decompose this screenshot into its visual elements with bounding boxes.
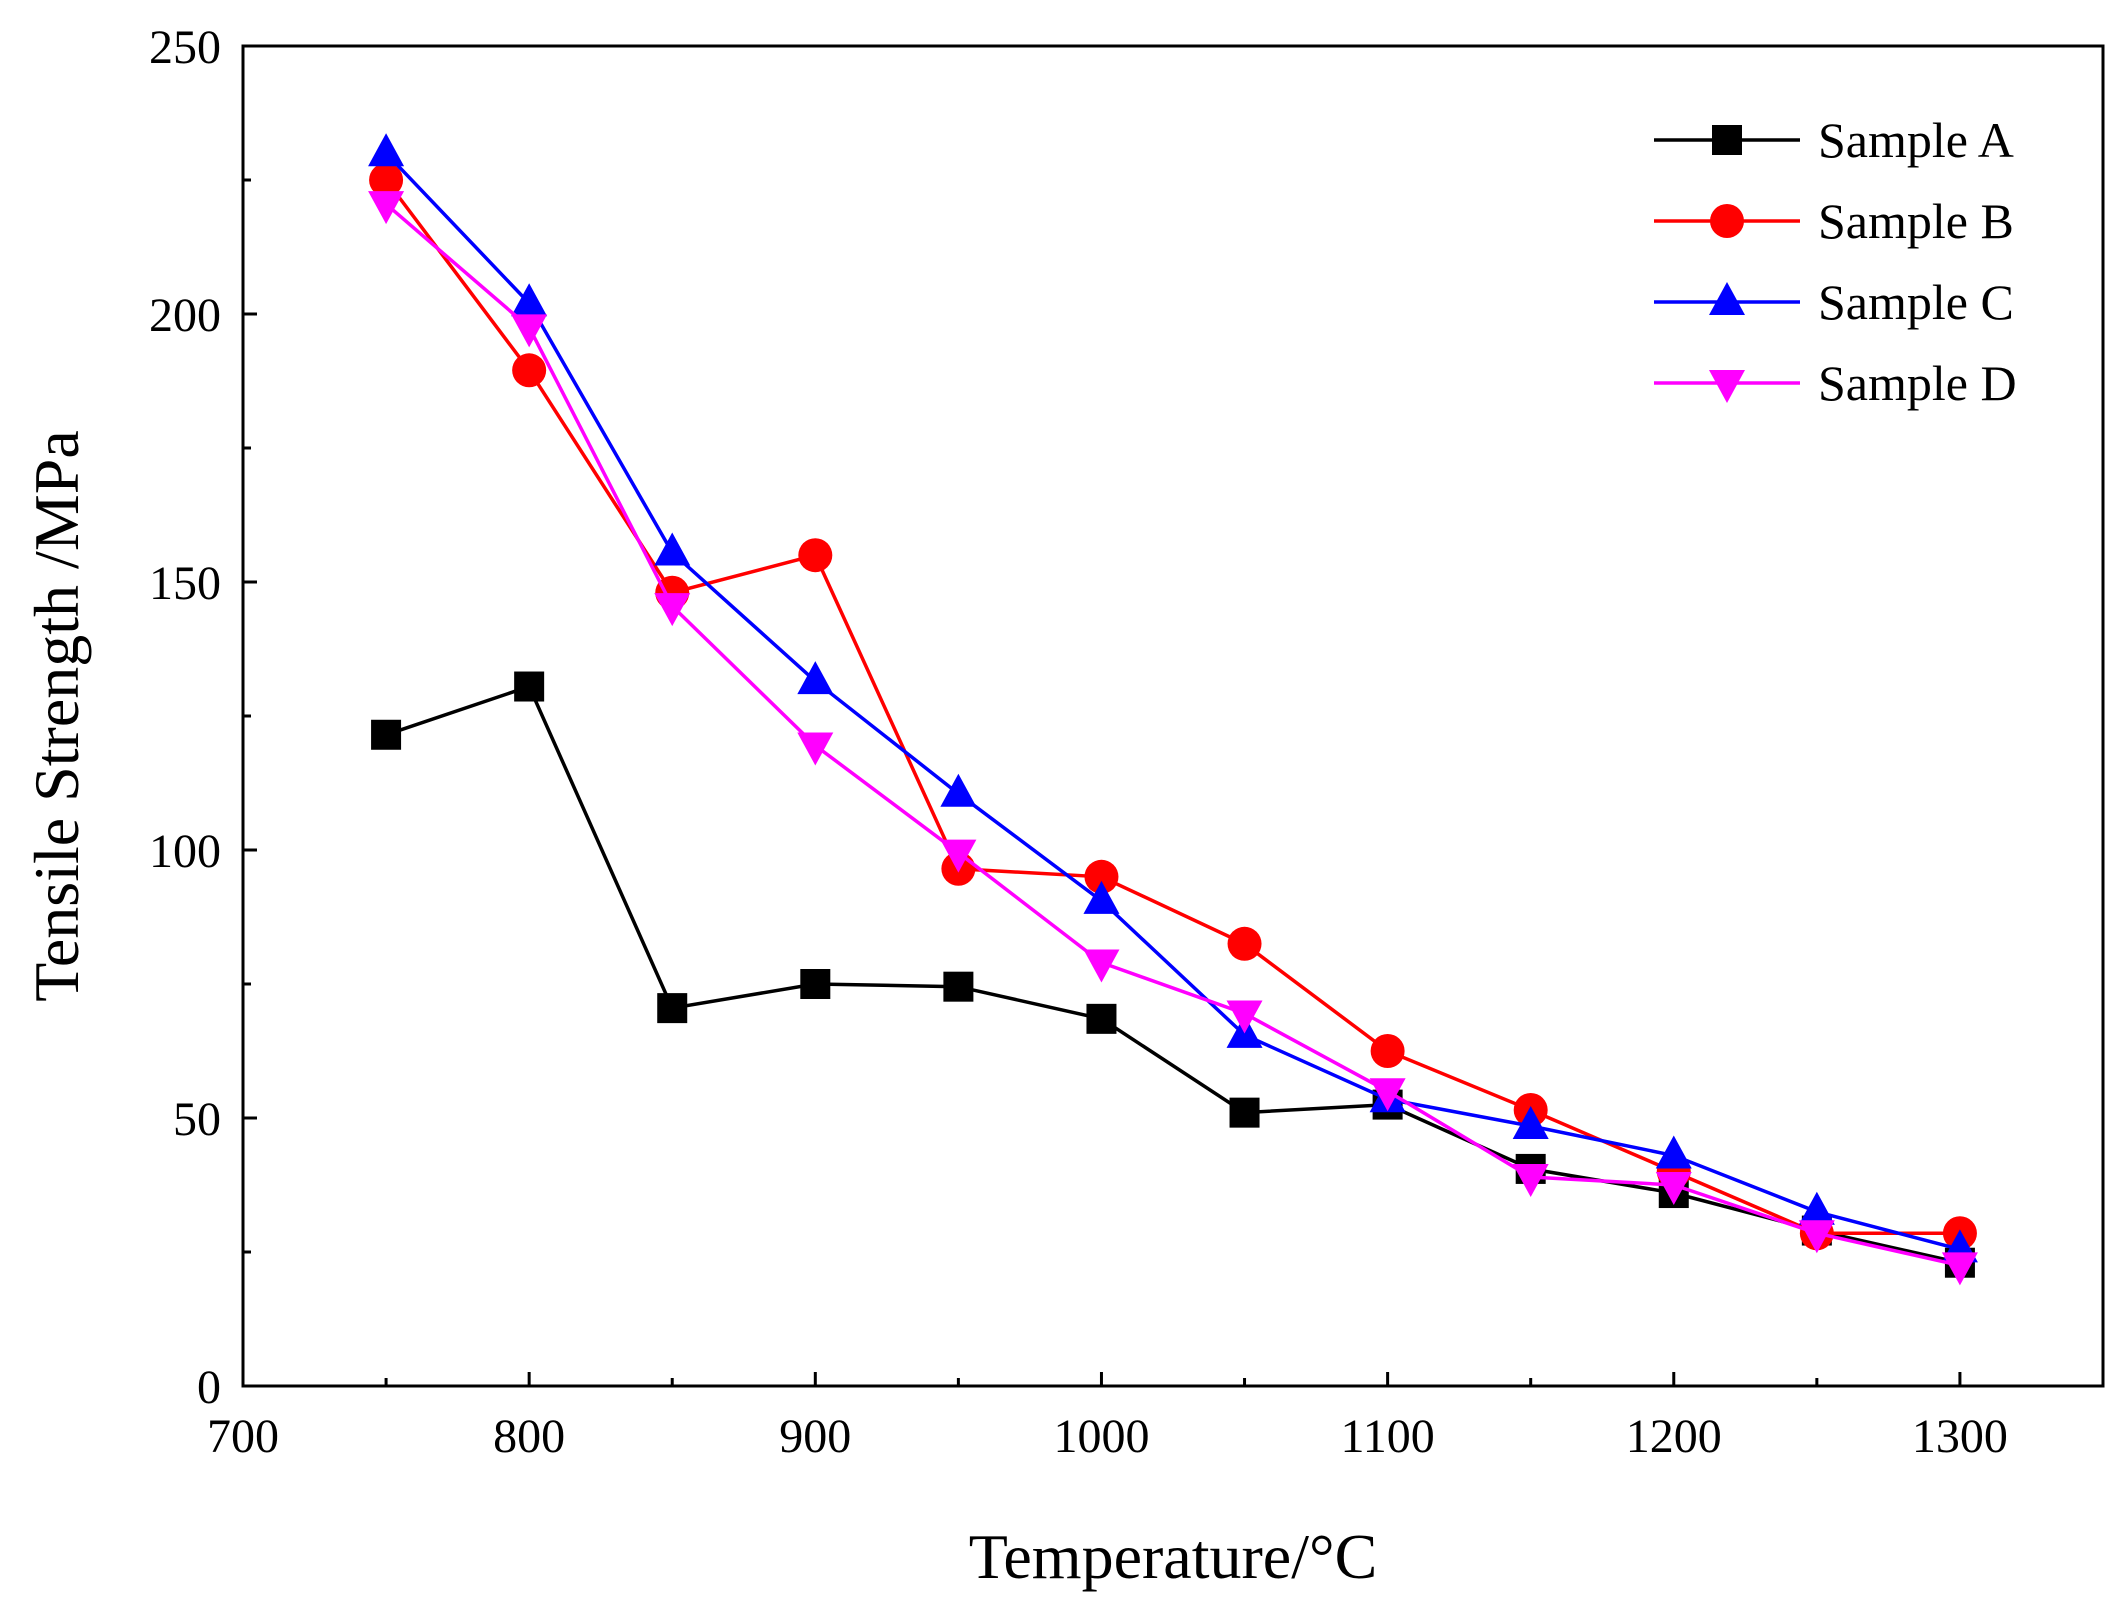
sample-d-point (797, 732, 834, 766)
sample-b-point (369, 163, 404, 197)
legend-item-sample-b: Sample B (1654, 193, 2014, 249)
sample-c-point (511, 283, 548, 317)
x-tick-label: 1300 (1912, 1410, 2008, 1463)
sample-d-point (368, 191, 405, 225)
sample-d-point (1083, 949, 1120, 983)
sample-a-point (943, 971, 974, 1002)
sample-d-point (1798, 1220, 1835, 1254)
x-tick-label: 1100 (1341, 1410, 1435, 1463)
legend-marker (1710, 204, 1744, 238)
sample-c-series (368, 133, 1978, 1263)
sample-c-line (384, 151, 1961, 1251)
sample-d-point (1512, 1163, 1549, 1197)
y-tick-label: 150 (149, 557, 221, 610)
sample-d-series (368, 191, 1978, 1286)
sample-a-point (514, 671, 545, 702)
legend-marker (1709, 370, 1745, 403)
sample-d-point (1655, 1172, 1692, 1205)
x-tick-label: 1200 (1626, 1410, 1722, 1463)
legend-label: Sample B (1818, 193, 2014, 249)
sample-b-point (1227, 926, 1262, 961)
sample-d-point (1369, 1078, 1406, 1112)
y-tick-label: 100 (149, 825, 221, 878)
sample-d-point (1941, 1252, 1978, 1286)
legend-marker (1709, 282, 1745, 315)
y-tick-label: 50 (173, 1093, 221, 1146)
sample-a-point (371, 719, 402, 750)
x-tick-label: 900 (779, 1410, 851, 1463)
sample-a-point (1229, 1097, 1260, 1128)
sample-a-series (371, 671, 1975, 1278)
sample-b-point (1084, 859, 1119, 894)
sample-c-point (654, 532, 691, 566)
x-tick-label: 800 (493, 1410, 565, 1463)
sample-c-point (940, 773, 977, 807)
sample-d-line (384, 202, 1961, 1268)
x-tick-label: 1000 (1053, 1410, 1149, 1463)
sample-c-point (1655, 1135, 1692, 1169)
legend-marker (1712, 125, 1742, 155)
legend-label: Sample A (1818, 112, 2014, 168)
sample-c-point (1083, 880, 1120, 914)
y-tick-label: 200 (149, 289, 221, 342)
legend-label: Sample C (1818, 274, 2014, 330)
sample-b-point (1370, 1034, 1405, 1068)
x-axis-title: Temperature/°C (969, 1521, 1378, 1592)
sample-d-point (654, 593, 691, 627)
sample-d-point (1226, 1000, 1263, 1034)
sample-b-point (798, 538, 833, 573)
sample-b-point (512, 353, 547, 388)
sample-a-point (800, 969, 831, 999)
sample-a-line (385, 684, 1961, 1265)
legend-label: Sample D (1818, 355, 2017, 411)
y-tick-label: 250 (149, 21, 221, 74)
sample-c-point (1512, 1106, 1549, 1140)
legend-item-sample-c: Sample C (1654, 274, 2014, 330)
sample-d-point (511, 314, 548, 348)
sample-b-series (369, 163, 1977, 1251)
sample-c-point (797, 661, 834, 695)
x-tick-label: 700 (207, 1410, 279, 1463)
legend-item-sample-a: Sample A (1654, 112, 2014, 168)
y-tick-label: 0 (197, 1361, 221, 1414)
sample-a-point (657, 993, 688, 1024)
y-axis-title: Tensile Strength /MPa (21, 430, 92, 1001)
sample-d-point (940, 839, 977, 873)
legend-item-sample-d: Sample D (1654, 355, 2017, 411)
legend: Sample A Sample B Sample C Sample D (1654, 112, 2017, 411)
sample-c-point (1798, 1191, 1835, 1225)
sample-a-point (1086, 1003, 1117, 1034)
sample-c-point (368, 133, 405, 167)
sample-b-line (384, 178, 1960, 1235)
